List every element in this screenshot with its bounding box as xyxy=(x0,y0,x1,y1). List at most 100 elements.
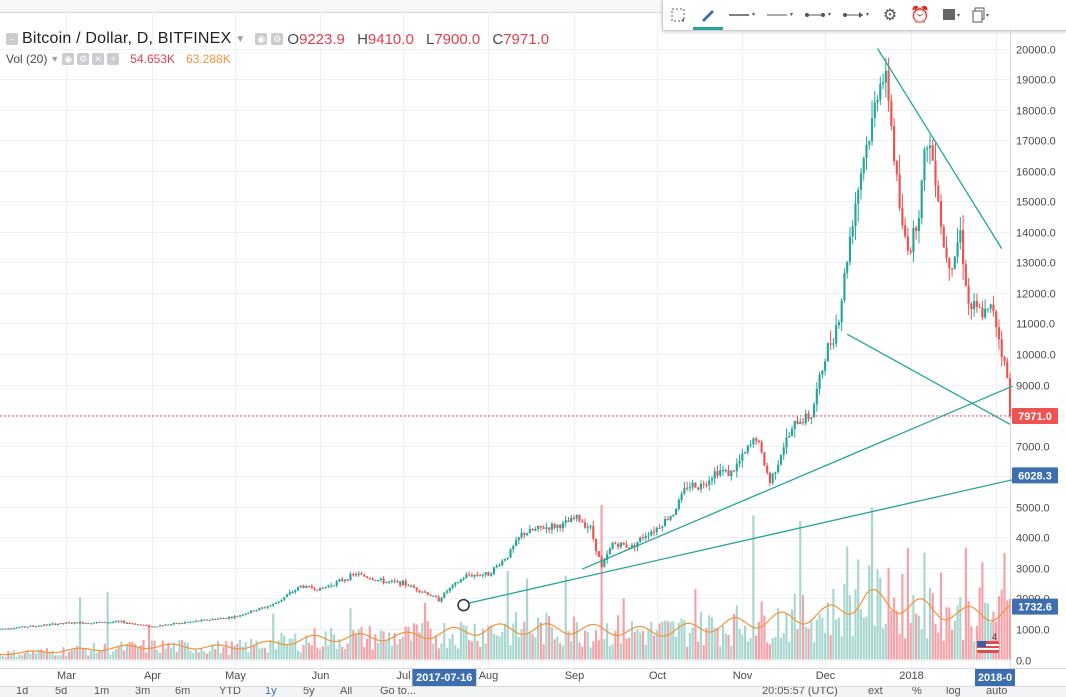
volume-bar xyxy=(895,610,898,660)
volume-bar xyxy=(672,621,675,660)
period-1m[interactable]: 1m xyxy=(94,686,110,697)
close-icon[interactable]: ✕ xyxy=(92,53,105,65)
line-arrow-icon[interactable] xyxy=(837,2,875,28)
line-style-icon[interactable] xyxy=(723,2,761,28)
period-5y[interactable]: 5y xyxy=(303,686,315,697)
candle-body xyxy=(145,625,148,627)
candle-body xyxy=(98,622,101,624)
period-6m[interactable]: 6m xyxy=(175,686,191,697)
candle-body xyxy=(26,626,29,628)
volume-bar xyxy=(622,598,625,660)
candle-body xyxy=(901,207,904,226)
candle-body xyxy=(884,70,887,83)
period-all[interactable]: All xyxy=(340,686,353,697)
candle-body xyxy=(481,574,484,576)
pencil-icon[interactable] xyxy=(693,1,723,30)
volume-bar xyxy=(95,652,98,660)
trendline-trend-2[interactable] xyxy=(468,474,1033,604)
eye-icon[interactable]: ◉ xyxy=(255,33,268,45)
trendline-price-badge[interactable] xyxy=(1012,467,1058,484)
volume-bar xyxy=(291,638,294,660)
period-ytd[interactable]: YTD xyxy=(219,686,241,697)
volume-bar xyxy=(484,643,487,660)
candle-body xyxy=(661,526,664,528)
gear-icon[interactable]: ⚙ xyxy=(882,7,898,24)
line-width-icon[interactable] xyxy=(761,2,799,28)
volume-legend[interactable]: Vol (20) ▼ ◉ ⚙ ✕ + 54.653K 63.288K xyxy=(6,51,231,67)
volume-badge[interactable] xyxy=(1012,598,1058,615)
time-axis-panel[interactable] xyxy=(0,668,1066,686)
candle-body xyxy=(647,535,650,537)
percent-toggle[interactable]: % xyxy=(912,686,922,697)
volume-ma-value: 63.288K xyxy=(186,52,231,66)
more-icon[interactable]: + xyxy=(107,53,120,65)
settings-icon[interactable]: ⚙ xyxy=(77,53,90,65)
chevron-down-icon[interactable]: ▼ xyxy=(235,33,246,45)
volume-badge-label: 1732.6 xyxy=(1018,602,1052,614)
volume-bar xyxy=(730,645,733,660)
volume-bar xyxy=(512,623,515,660)
candle-body xyxy=(688,487,691,489)
period-3m[interactable]: 3m xyxy=(135,686,151,697)
cursor-icon[interactable] xyxy=(663,2,693,28)
price-chart[interactable]: 0.01000.02000.03000.04000.05000.06000.07… xyxy=(0,12,1066,686)
eye-icon[interactable]: ◉ xyxy=(62,53,75,65)
symbol-title[interactable]: Bitcoin / Dollar, D, BITFINEX xyxy=(22,30,232,47)
volume-bar xyxy=(244,641,247,660)
candle-body xyxy=(597,551,600,557)
last-price-badge[interactable] xyxy=(1012,407,1058,424)
trendline-lower-support[interactable] xyxy=(846,333,1011,425)
volume-bar xyxy=(261,647,264,660)
candle-body xyxy=(233,616,236,618)
period-5d[interactable]: 5d xyxy=(55,686,68,697)
volume-bar xyxy=(236,643,239,660)
candle-body xyxy=(225,618,228,620)
volume-bar xyxy=(735,605,738,660)
period-1d[interactable]: 1d xyxy=(16,686,29,697)
trendline-trend-1[interactable] xyxy=(582,385,1014,570)
copy-icon[interactable] xyxy=(965,2,995,28)
settings-icon[interactable]: ⚙ xyxy=(271,33,284,45)
alert-icon[interactable]: ⏰ xyxy=(910,7,930,24)
auto-toggle[interactable]: auto xyxy=(986,686,1008,697)
line-marker-icon[interactable] xyxy=(799,2,837,28)
log-toggle[interactable]: log xyxy=(946,686,961,697)
candle-body xyxy=(479,575,482,577)
collapse-icon[interactable]: – xyxy=(6,33,18,45)
volume-bar xyxy=(848,595,852,660)
candle-body xyxy=(421,591,424,593)
flag-icon[interactable] xyxy=(977,641,999,653)
line-anchor-start[interactable] xyxy=(457,598,470,612)
volume-bar xyxy=(87,655,90,660)
candle-body xyxy=(868,141,871,145)
candle-body xyxy=(586,527,589,529)
candle-body xyxy=(492,567,496,574)
go-to-button[interactable]: Go to... xyxy=(380,686,417,697)
volume-bar xyxy=(393,632,396,660)
volume-bar xyxy=(606,623,609,660)
candle-body xyxy=(790,428,794,436)
candle-body xyxy=(545,527,548,529)
price-axis-panel[interactable] xyxy=(1010,12,1066,668)
candle-body xyxy=(636,541,639,547)
volume-bar xyxy=(995,621,998,660)
candle-body xyxy=(603,560,606,567)
ext-toggle[interactable]: ext xyxy=(868,686,883,697)
volume-bar xyxy=(379,630,382,660)
symbol-legend[interactable]: – Bitcoin / Dollar, D, BITFINEX ▼ ◉ ⚙ O9… xyxy=(6,30,557,48)
period-1y[interactable]: 1y xyxy=(265,686,277,697)
chevron-down-icon[interactable]: ▼ xyxy=(50,54,60,64)
volume-label[interactable]: Vol (20) xyxy=(6,52,48,66)
layout-icon[interactable] xyxy=(935,2,965,28)
volume-bar xyxy=(915,613,918,660)
candle-body xyxy=(54,623,57,625)
candle-body xyxy=(931,145,934,161)
candle-body xyxy=(652,531,656,533)
edge-date-badge xyxy=(975,669,1015,686)
candle-body xyxy=(523,532,526,536)
candle-body xyxy=(274,602,278,604)
trendline-upper-resistance[interactable] xyxy=(876,48,1003,249)
volume-bar xyxy=(310,645,313,660)
candle-body xyxy=(374,579,377,581)
volume-bar xyxy=(862,617,865,660)
